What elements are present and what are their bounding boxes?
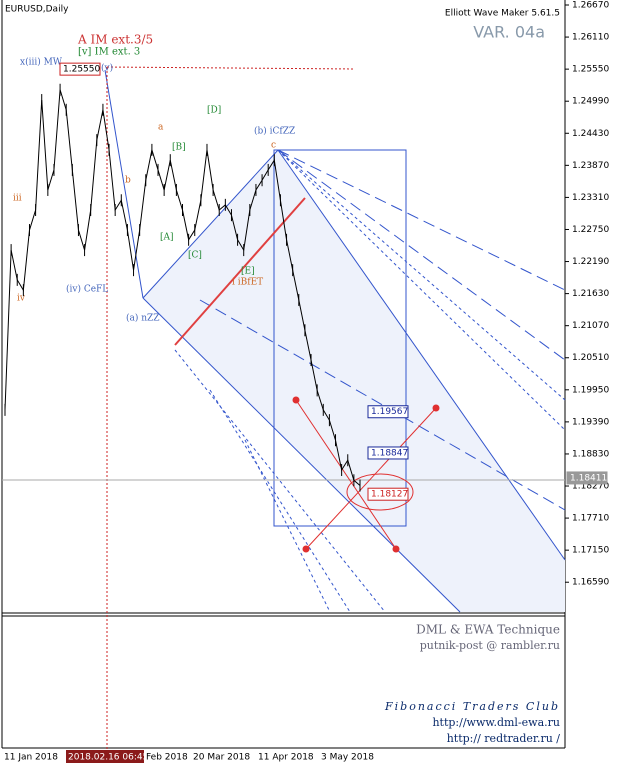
- y-tick-label: 1.19950: [572, 385, 609, 395]
- y-tick-label: 1.21070: [572, 321, 609, 331]
- wave-label: (a) nZZ: [126, 313, 160, 324]
- wave-label: i iBfET: [232, 278, 263, 288]
- y-tick-label: 1.23870: [572, 161, 609, 171]
- wave-label: c: [271, 141, 276, 151]
- x-tick-label: 11 Jan 2018: [4, 753, 58, 763]
- y-tick-label: 1.18830: [572, 449, 609, 459]
- wave-label: (v): [101, 63, 113, 74]
- y-tick-label: 1.19390: [572, 417, 609, 427]
- variant: VAR. 04a: [473, 23, 545, 42]
- x-tick-label: 2018.02.16 06:45: [68, 753, 148, 763]
- wave-labels: A IM ext.3/5[v] IM ext. 3 x(iii) MW (v) (b)…: [13, 33, 295, 324]
- symbol-label: EURUSD,Daily: [5, 5, 69, 15]
- channel: [143, 150, 565, 612]
- wave-label: [E]: [241, 267, 255, 277]
- wave-label: [A]: [160, 233, 174, 243]
- y-tick-label: 1.25550: [572, 65, 609, 75]
- price-label-box: [566, 471, 608, 485]
- wave-label: b: [125, 176, 131, 186]
- y-tick-label: 1.17150: [572, 546, 609, 556]
- y-tick-label: 1.24990: [572, 97, 609, 107]
- wave-label: A IM ext.3/5: [77, 33, 153, 47]
- y-tick-label: 1.22750: [572, 225, 609, 235]
- x-tick-label: 20 Mar 2018: [193, 753, 250, 763]
- price-label-box: [59, 62, 101, 76]
- wave-label: [v] IM ext. 3: [78, 47, 140, 58]
- wave-label: [C]: [188, 251, 202, 261]
- wave-label: iv: [17, 294, 26, 304]
- price-line: [4, 89, 361, 486]
- y-tick-label: 1.26670: [572, 1, 609, 11]
- trend-line: [174, 197, 306, 346]
- y-tick-label: 1.24430: [572, 129, 609, 139]
- wave-label: (b) iCfZZ: [254, 126, 295, 137]
- price-label: 1.25550: [63, 65, 100, 75]
- y-tick-label: 1.18270: [572, 482, 609, 492]
- x-tick-label: Feb 2018: [146, 753, 188, 763]
- price-label-box: [367, 487, 409, 501]
- price-label-box: [367, 405, 409, 419]
- target-cross: [292, 396, 440, 553]
- x-tick-label: 11 Apr 2018: [258, 753, 314, 763]
- y-tick-label: 1.23310: [572, 193, 609, 203]
- wave-label: x(iii) MW: [20, 57, 63, 68]
- price-label: 1.18127: [371, 490, 408, 500]
- footer: DML & EWA Technique: [416, 623, 560, 637]
- y-tick-label: 1.26110: [572, 33, 609, 43]
- footer: http:// redtrader.ru /: [447, 732, 561, 745]
- box: [273, 149, 407, 527]
- wave-label: [B]: [172, 143, 186, 153]
- indicator-name: Elliott Wave Maker 5.61.5: [445, 9, 560, 19]
- price-label: 1.18411: [570, 473, 607, 483]
- footer: http://www.dml-ewa.ru: [432, 716, 560, 729]
- footer: putnik-post @ rambler.ru: [420, 639, 560, 652]
- wave-label: (iv) CeFL: [66, 284, 108, 295]
- y-tick-label: 1.17710: [572, 514, 609, 524]
- footer: Fibonacci Traders Club: [384, 700, 560, 713]
- price-label: 1.18847: [371, 448, 408, 458]
- y-tick-label: 1.16590: [572, 578, 609, 588]
- x-tick-label: 3 May 2018: [321, 753, 374, 763]
- price-label-box: [367, 446, 409, 460]
- y-tick-label: 1.22190: [572, 257, 609, 267]
- wave-label: a: [158, 123, 164, 133]
- y-tick-label: 1.21630: [572, 289, 609, 299]
- cursor-date-box: [66, 750, 144, 763]
- target-ellipse: [346, 473, 414, 511]
- wave-label: [D]: [207, 106, 221, 116]
- wave-label: iii: [13, 194, 22, 204]
- channel-lines: [104, 69, 566, 613]
- y-tick-label: 1.20510: [572, 353, 609, 363]
- price-label: 1.19567: [371, 407, 408, 417]
- level-line: [106, 66, 356, 70]
